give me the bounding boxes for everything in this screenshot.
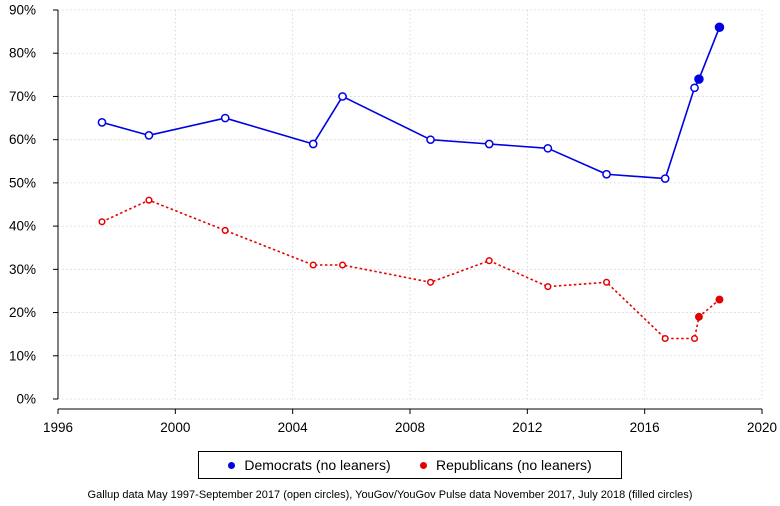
line-chart: 0% 10% 20% 30% 40% 50% 60% 70% 80% 90% 1996 2000 200… — [9, 3, 777, 436]
data-point-republicans — [661, 334, 669, 343]
data-point-republicans — [145, 196, 153, 204]
chart-footnote: Gallup data May 1997-September 2017 (ope… — [87, 489, 693, 501]
tick-label-x: 2004 — [278, 420, 309, 435]
gridlines — [57, 9, 763, 400]
data-point-democrats — [308, 139, 318, 149]
data-point-democrats — [602, 169, 611, 179]
data-point-democrats — [144, 130, 154, 140]
data-point-democrats — [690, 83, 699, 93]
data-point-republicans — [690, 334, 699, 343]
tick-label-y: 40% — [9, 219, 36, 234]
data-point-republicans — [221, 226, 229, 234]
tick-label-x: 2020 — [747, 420, 777, 435]
tick-label-y: 50% — [9, 175, 36, 190]
legend-item-republicans: Republicans (no leaners) — [420, 457, 592, 473]
data-point-democrats — [543, 143, 553, 153]
data-point-republicans — [694, 312, 703, 321]
tick-label-y: 90% — [9, 3, 36, 18]
tick-label-y: 0% — [16, 392, 36, 407]
legend: Democrats (no leaners) Republicans (no l… — [198, 451, 622, 479]
series-republicans — [98, 196, 724, 343]
legend-dot-democrats — [228, 461, 236, 469]
series-democrats — [97, 22, 725, 183]
data-point-democrats — [426, 135, 435, 145]
data-point-republicans — [544, 283, 552, 291]
tick-label-y: 10% — [9, 348, 36, 363]
tick-label-y: 20% — [9, 305, 36, 320]
tick-label-x: 1996 — [43, 420, 73, 435]
data-point-republicans — [426, 278, 435, 286]
data-point-democrats — [714, 22, 725, 33]
data-point-democrats — [660, 174, 670, 183]
data-point-democrats — [694, 74, 704, 84]
legend-dot-republicans — [420, 461, 427, 469]
data-point-republicans — [485, 257, 493, 265]
tick-label-x: 2008 — [395, 420, 425, 435]
data-point-democrats — [484, 139, 494, 149]
series-line-democrats — [101, 26, 721, 180]
data-point-republicans — [715, 295, 724, 304]
legend-item-democrats: Democrats (no leaners) — [228, 457, 391, 473]
tick-label-x: 2000 — [160, 420, 190, 435]
tick-label-x: 2012 — [512, 420, 542, 435]
data-point-republicans — [98, 218, 106, 226]
data-point-republicans — [602, 278, 611, 286]
data-point-democrats — [338, 92, 347, 101]
legend-label-democrats: Democrats (no leaners) — [244, 457, 391, 473]
data-point-democrats — [220, 113, 230, 123]
tick-label-y: 70% — [9, 89, 36, 104]
data-point-republicans — [309, 261, 317, 269]
legend-label-republicans: Republicans (no leaners) — [436, 457, 592, 473]
series-layer — [97, 22, 725, 343]
data-point-republicans — [338, 261, 347, 269]
tick-label-x: 2016 — [630, 420, 660, 435]
axes — [53, 9, 763, 414]
tick-label-y: 30% — [9, 262, 36, 277]
tick-labels: 0% 10% 20% 30% 40% 50% 60% 70% 80% 90% 1996 2000 200… — [9, 3, 777, 436]
data-point-democrats — [97, 118, 107, 127]
tick-label-y: 80% — [9, 46, 36, 61]
tick-label-y: 60% — [9, 132, 36, 147]
